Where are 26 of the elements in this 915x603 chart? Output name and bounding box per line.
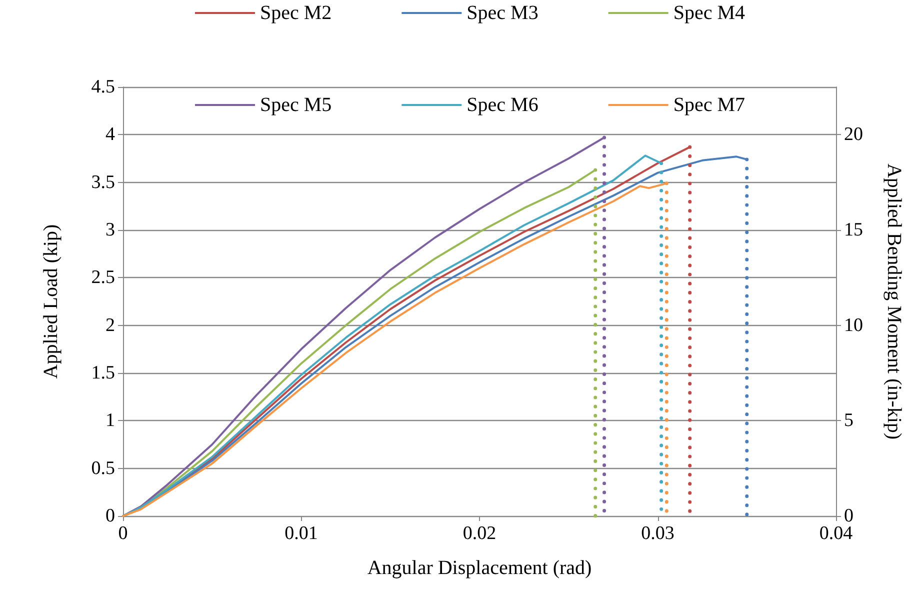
legend-label: Spec M2 [260,2,332,24]
x-axis-title: Angular Displacement (rad) [367,557,592,579]
y2-axis-title: Applied Bending Moment (in-kip) [883,163,905,440]
y2-tick-label: 5 [844,410,854,432]
y-tick-label: 2.5 [91,267,115,288]
y-tick-label: 3 [106,220,115,240]
y-tick-label: 0 [106,506,115,526]
legend-label: Spec M4 [673,2,745,24]
x-tick-label: 0.01 [284,523,318,544]
y2-tick-label: 10 [844,314,863,336]
y-tick-label: 1.5 [91,362,115,384]
legend-label: Spec M7 [673,94,745,116]
y-tick-label: 3.5 [91,172,115,193]
y-axis-title: Applied Load (kip) [40,224,62,379]
y-tick-label: 1 [106,410,115,432]
y-tick-label: 4.5 [91,76,115,98]
y2-tick-label: 20 [844,124,863,146]
x-tick-label: 0.02 [462,523,496,544]
y2-tick-label: 15 [844,220,863,240]
legend-label: Spec M3 [466,2,538,24]
legend-label: Spec M6 [466,94,538,116]
y-tick-label: 0.5 [91,458,115,479]
x-tick-label: 0.03 [641,523,674,544]
y-tick-label: 4 [106,124,116,146]
legend-label: Spec M5 [260,94,332,116]
y-tick-label: 2 [106,314,115,336]
